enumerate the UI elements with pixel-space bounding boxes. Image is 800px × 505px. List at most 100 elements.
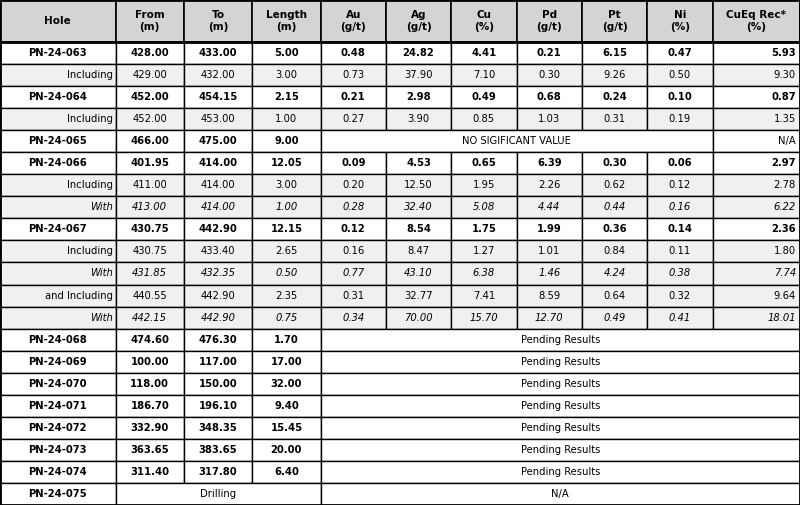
Bar — [713, 42, 800, 64]
Text: Drilling: Drilling — [200, 489, 236, 499]
Text: 0.73: 0.73 — [342, 70, 364, 80]
Text: 0.75: 0.75 — [275, 313, 298, 323]
Bar — [713, 174, 800, 196]
Bar — [0, 350, 115, 373]
Text: 0.12: 0.12 — [341, 224, 366, 234]
Bar — [252, 240, 321, 263]
Bar — [582, 152, 647, 174]
Bar — [386, 0, 451, 42]
Text: 428.00: 428.00 — [130, 48, 169, 58]
Bar — [252, 0, 321, 42]
Bar — [0, 307, 115, 329]
Bar — [386, 307, 451, 329]
Bar — [0, 439, 115, 461]
Text: 9.30: 9.30 — [774, 70, 796, 80]
Text: 1.75: 1.75 — [471, 224, 496, 234]
Bar — [517, 174, 582, 196]
Text: 317.80: 317.80 — [198, 467, 238, 477]
Bar — [184, 240, 252, 263]
Text: 0.87: 0.87 — [771, 92, 796, 102]
Text: 0.06: 0.06 — [667, 158, 692, 168]
Text: With: With — [90, 269, 113, 278]
Text: 401.95: 401.95 — [130, 158, 169, 168]
Bar — [184, 0, 252, 42]
Bar — [0, 86, 115, 108]
Bar — [386, 64, 451, 86]
Bar — [713, 218, 800, 240]
Text: 0.24: 0.24 — [602, 92, 627, 102]
Text: 0.30: 0.30 — [538, 70, 560, 80]
Bar — [0, 218, 115, 240]
Text: 414.00: 414.00 — [201, 180, 235, 190]
Bar — [321, 108, 386, 130]
Text: 453.00: 453.00 — [201, 114, 235, 124]
Text: 12.70: 12.70 — [535, 313, 563, 323]
Bar — [713, 263, 800, 284]
Bar — [713, 196, 800, 218]
Bar — [115, 483, 321, 505]
Text: PN-24-074: PN-24-074 — [29, 467, 87, 477]
Text: 0.38: 0.38 — [669, 269, 691, 278]
Bar — [321, 196, 386, 218]
Text: 0.36: 0.36 — [602, 224, 627, 234]
Bar — [582, 86, 647, 108]
Text: 2.65: 2.65 — [275, 246, 298, 257]
Text: 0.19: 0.19 — [669, 114, 691, 124]
Text: 411.00: 411.00 — [132, 180, 167, 190]
Bar — [252, 395, 321, 417]
Bar — [252, 86, 321, 108]
Bar — [713, 307, 800, 329]
Bar — [582, 42, 647, 64]
Text: 4.53: 4.53 — [406, 158, 431, 168]
Text: 6.22: 6.22 — [774, 203, 796, 213]
Bar — [451, 152, 517, 174]
Bar — [184, 417, 252, 439]
Text: 311.40: 311.40 — [130, 467, 170, 477]
Text: PN-24-069: PN-24-069 — [29, 357, 87, 367]
Text: 2.98: 2.98 — [406, 92, 431, 102]
Bar — [321, 329, 800, 350]
Bar — [647, 108, 713, 130]
Text: 0.16: 0.16 — [669, 203, 691, 213]
Bar — [252, 263, 321, 284]
Text: 0.47: 0.47 — [667, 48, 692, 58]
Text: 1.95: 1.95 — [473, 180, 495, 190]
Bar — [451, 284, 517, 307]
Bar — [115, 284, 184, 307]
Text: 8.59: 8.59 — [538, 290, 560, 300]
Bar — [115, 461, 184, 483]
Bar — [184, 64, 252, 86]
Bar — [252, 196, 321, 218]
Bar — [582, 218, 647, 240]
Text: 432.35: 432.35 — [201, 269, 235, 278]
Bar — [0, 0, 115, 42]
Bar — [321, 86, 386, 108]
Text: 196.10: 196.10 — [198, 401, 238, 411]
Text: 2.78: 2.78 — [774, 180, 796, 190]
Bar — [713, 130, 800, 152]
Bar — [115, 263, 184, 284]
Text: PN-24-063: PN-24-063 — [29, 48, 87, 58]
Bar — [184, 263, 252, 284]
Bar — [184, 86, 252, 108]
Bar — [517, 240, 582, 263]
Text: 363.65: 363.65 — [130, 445, 169, 455]
Text: 1.70: 1.70 — [274, 335, 299, 344]
Bar — [582, 108, 647, 130]
Text: To
(m): To (m) — [208, 10, 228, 32]
Text: 474.60: 474.60 — [130, 335, 169, 344]
Bar — [252, 64, 321, 86]
Bar — [451, 108, 517, 130]
Bar — [321, 42, 386, 64]
Text: 432.00: 432.00 — [201, 70, 235, 80]
Bar — [582, 0, 647, 42]
Text: 454.15: 454.15 — [198, 92, 238, 102]
Bar — [386, 284, 451, 307]
Text: 17.00: 17.00 — [270, 357, 302, 367]
Bar — [115, 395, 184, 417]
Bar — [386, 196, 451, 218]
Text: 0.21: 0.21 — [537, 48, 562, 58]
Text: PN-24-068: PN-24-068 — [29, 335, 87, 344]
Bar — [713, 0, 800, 42]
Bar — [321, 483, 800, 505]
